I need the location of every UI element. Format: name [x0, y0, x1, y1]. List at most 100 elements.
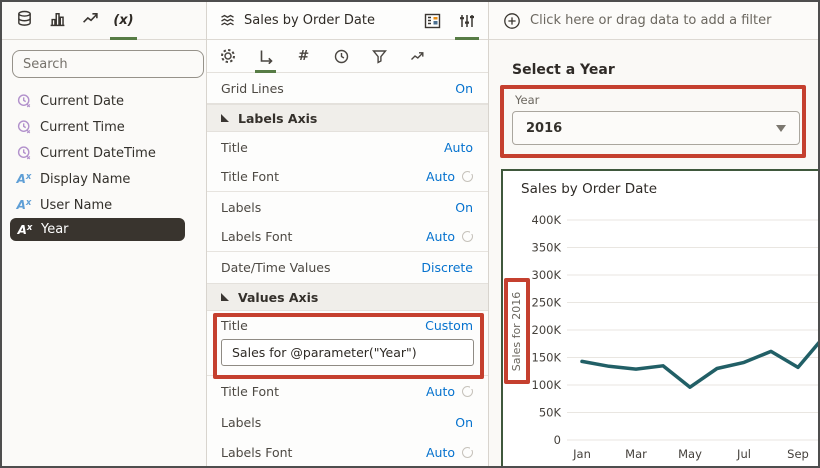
- property-value[interactable]: Auto: [443, 139, 473, 155]
- svg-text:200K: 200K: [532, 323, 562, 337]
- tab-parameters[interactable]: (x): [107, 2, 140, 40]
- axis-title-input[interactable]: [221, 339, 474, 366]
- property-label: Title: [221, 139, 248, 155]
- analytics-tab-icon[interactable]: [409, 40, 426, 73]
- property-value[interactable]: On: [455, 414, 473, 430]
- svg-text:May: May: [678, 447, 702, 461]
- filter-bar[interactable]: Click here or drag data to add a filter: [489, 2, 818, 40]
- property-value[interactable]: On: [455, 199, 473, 215]
- property-value[interactable]: Discrete: [421, 260, 473, 275]
- tab-analytics[interactable]: [74, 2, 107, 40]
- svg-text:350K: 350K: [532, 241, 562, 255]
- chart-title: Sales by Order Date: [521, 181, 657, 197]
- property-label: Labels Font: [221, 229, 293, 244]
- property-row-values-labels: Labels On: [207, 407, 488, 437]
- line-chart-card[interactable]: 0 50K 100K 150K 200K 250K 300K 350K 400K Jan Mar Ma…: [501, 169, 818, 466]
- list-item-current-datetime[interactable]: Current DateTime: [2, 140, 206, 166]
- section-title: Values Axis: [238, 289, 319, 305]
- property-label: Grid Lines: [221, 80, 284, 96]
- property-label: Title Font: [221, 169, 279, 184]
- svg-text:Mar: Mar: [625, 447, 647, 461]
- property-label: Date/Time Values: [221, 260, 331, 275]
- property-row-title-font: Title Font Auto: [207, 162, 488, 192]
- property-value[interactable]: On: [455, 80, 473, 96]
- section-labels-axis[interactable]: Labels Axis: [207, 104, 488, 132]
- year-dropdown-label: Year: [515, 93, 540, 107]
- svg-text:50K: 50K: [539, 406, 562, 420]
- bar-chart-icon: [49, 10, 66, 31]
- tab-data[interactable]: [8, 2, 41, 40]
- property-row-grid-lines: Grid Lines On: [207, 73, 488, 104]
- clock-icon: [16, 93, 32, 109]
- property-row-datetime-values: Date/Time Values Discrete: [207, 252, 488, 283]
- reset-icon[interactable]: [462, 445, 474, 458]
- viz-title: Sales by Order Date: [244, 13, 375, 28]
- sales-line-chart: 0 50K 100K 150K 200K 250K 300K 350K 400K Jan Mar Ma…: [532, 213, 818, 461]
- year-dropdown-value: 2016: [526, 120, 563, 136]
- svg-text:Jul: Jul: [736, 447, 751, 461]
- property-label: Title Font: [221, 384, 279, 399]
- property-row-values-title-font: Title Font Auto: [207, 375, 488, 407]
- list-item-label: Current DateTime: [40, 145, 156, 161]
- database-icon: [16, 10, 33, 31]
- property-value[interactable]: Auto: [425, 229, 455, 244]
- parameter-search-row: [2, 40, 231, 78]
- data-panel-tabbar: (x): [2, 2, 206, 40]
- data-panel: (x) Current Date: [2, 2, 231, 466]
- svg-text:400K: 400K: [532, 213, 562, 227]
- parameters-icon: (x): [113, 13, 134, 28]
- properties-tabs: #: [207, 40, 488, 73]
- canvas-panel: Click here or drag data to add a filter …: [489, 2, 818, 466]
- clock-icon: [16, 145, 32, 161]
- section-title: Labels Axis: [238, 110, 318, 126]
- parameter-list: Current Date Current Time Current DateTi…: [2, 88, 206, 241]
- collapse-triangle-icon: [221, 114, 229, 122]
- svg-text:300K: 300K: [532, 268, 562, 282]
- property-label: Labels Font: [221, 444, 293, 460]
- svg-text:Sep: Sep: [787, 447, 809, 461]
- reset-icon[interactable]: [462, 170, 474, 182]
- trend-icon: [82, 10, 99, 31]
- section-values-axis[interactable]: Values Axis: [207, 283, 488, 311]
- axis-tab-icon[interactable]: [255, 40, 276, 73]
- general-gear-icon[interactable]: [219, 40, 236, 73]
- grammar-panel-icon[interactable]: [421, 2, 443, 40]
- reset-icon[interactable]: [462, 385, 474, 397]
- property-label: Title: [221, 317, 248, 333]
- datetime-format-icon[interactable]: [333, 40, 350, 73]
- property-row-labels-font: Labels Font Auto: [207, 222, 488, 252]
- property-label: Labels: [221, 199, 262, 215]
- properties-sliders-icon[interactable]: [455, 2, 479, 40]
- list-item-current-time[interactable]: Current Time: [2, 114, 206, 140]
- list-item-label: User Name: [40, 197, 113, 213]
- list-item-current-date[interactable]: Current Date: [2, 88, 206, 114]
- axis-title-input-row: [207, 339, 488, 375]
- chevron-down-icon: [776, 124, 786, 132]
- reset-icon[interactable]: [462, 230, 474, 242]
- property-value[interactable]: Auto: [425, 444, 455, 460]
- viz-properties-header: Sales by Order Date: [207, 2, 488, 40]
- header-icons: [421, 2, 479, 40]
- line-chart-icon: [220, 13, 236, 28]
- filter-bar-text: Click here or drag data to add a filter: [530, 13, 772, 28]
- svg-text:250K: 250K: [532, 296, 562, 310]
- values-format-icon[interactable]: #: [297, 48, 310, 64]
- tab-visualizations[interactable]: [41, 2, 74, 40]
- search-input[interactable]: [12, 50, 204, 78]
- clock-icon: [16, 119, 32, 135]
- filter-tab-icon[interactable]: [371, 40, 388, 73]
- add-filter-icon: [503, 12, 521, 30]
- property-value[interactable]: Custom: [425, 317, 473, 333]
- property-value[interactable]: Auto: [425, 384, 455, 399]
- svg-text:150K: 150K: [532, 351, 562, 365]
- property-value[interactable]: Auto: [425, 169, 455, 184]
- svg-text:100K: 100K: [532, 378, 562, 392]
- year-dropdown[interactable]: 2016: [512, 111, 800, 145]
- collapse-triangle-icon: [221, 293, 229, 301]
